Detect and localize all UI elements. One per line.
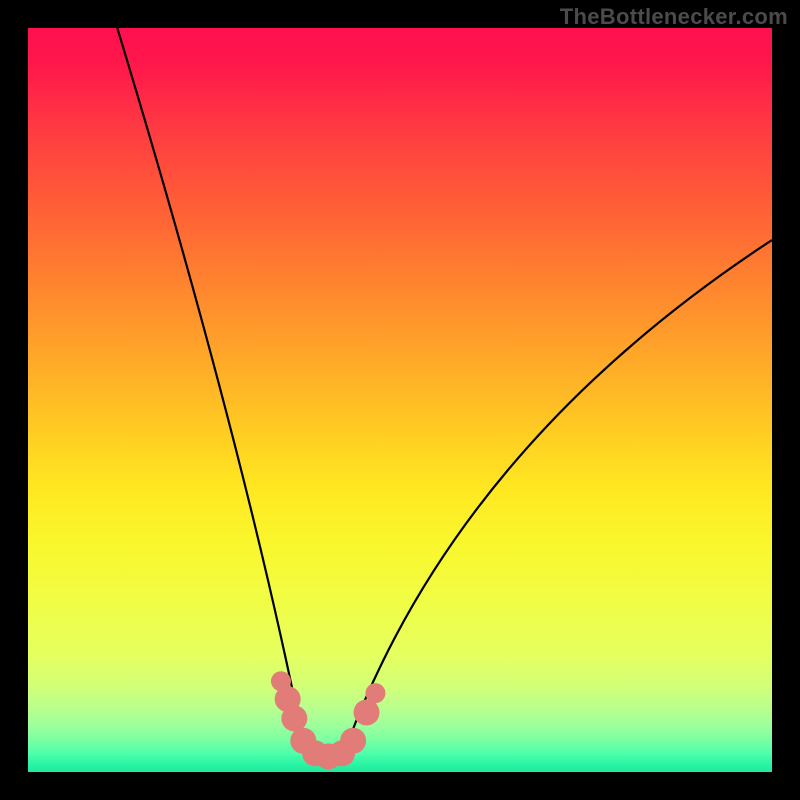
- watermark-text: TheBottlenecker.com: [560, 4, 788, 30]
- chart-frame: TheBottlenecker.com: [0, 0, 800, 800]
- bottleneck-chart: [0, 0, 800, 800]
